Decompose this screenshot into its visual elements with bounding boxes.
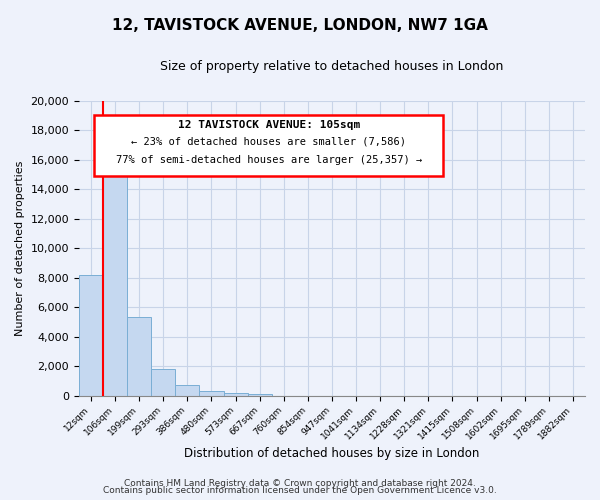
Bar (248, 394, 272, 396)
FancyBboxPatch shape (94, 116, 443, 176)
Text: 12, TAVISTOCK AVENUE, LONDON, NW7 1GA: 12, TAVISTOCK AVENUE, LONDON, NW7 1GA (112, 18, 488, 32)
Text: ← 23% of detached houses are smaller (7,586): ← 23% of detached houses are smaller (7,… (131, 136, 406, 146)
Bar (151, 369, 175, 396)
Bar (127, 318, 151, 396)
Text: Contains HM Land Registry data © Crown copyright and database right 2024.: Contains HM Land Registry data © Crown c… (124, 478, 476, 488)
Bar (103, 150, 127, 396)
X-axis label: Distribution of detached houses by size in London: Distribution of detached houses by size … (184, 447, 479, 460)
Bar (175, 385, 199, 396)
Bar (224, 394, 248, 396)
Text: 12 TAVISTOCK AVENUE: 105sqm: 12 TAVISTOCK AVENUE: 105sqm (178, 120, 360, 130)
Text: Contains public sector information licensed under the Open Government Licence v3: Contains public sector information licen… (103, 486, 497, 495)
Bar (199, 391, 224, 396)
Bar (79, 274, 103, 396)
Title: Size of property relative to detached houses in London: Size of property relative to detached ho… (160, 60, 503, 73)
Text: 77% of semi-detached houses are larger (25,357) →: 77% of semi-detached houses are larger (… (116, 154, 422, 164)
Y-axis label: Number of detached properties: Number of detached properties (15, 160, 25, 336)
